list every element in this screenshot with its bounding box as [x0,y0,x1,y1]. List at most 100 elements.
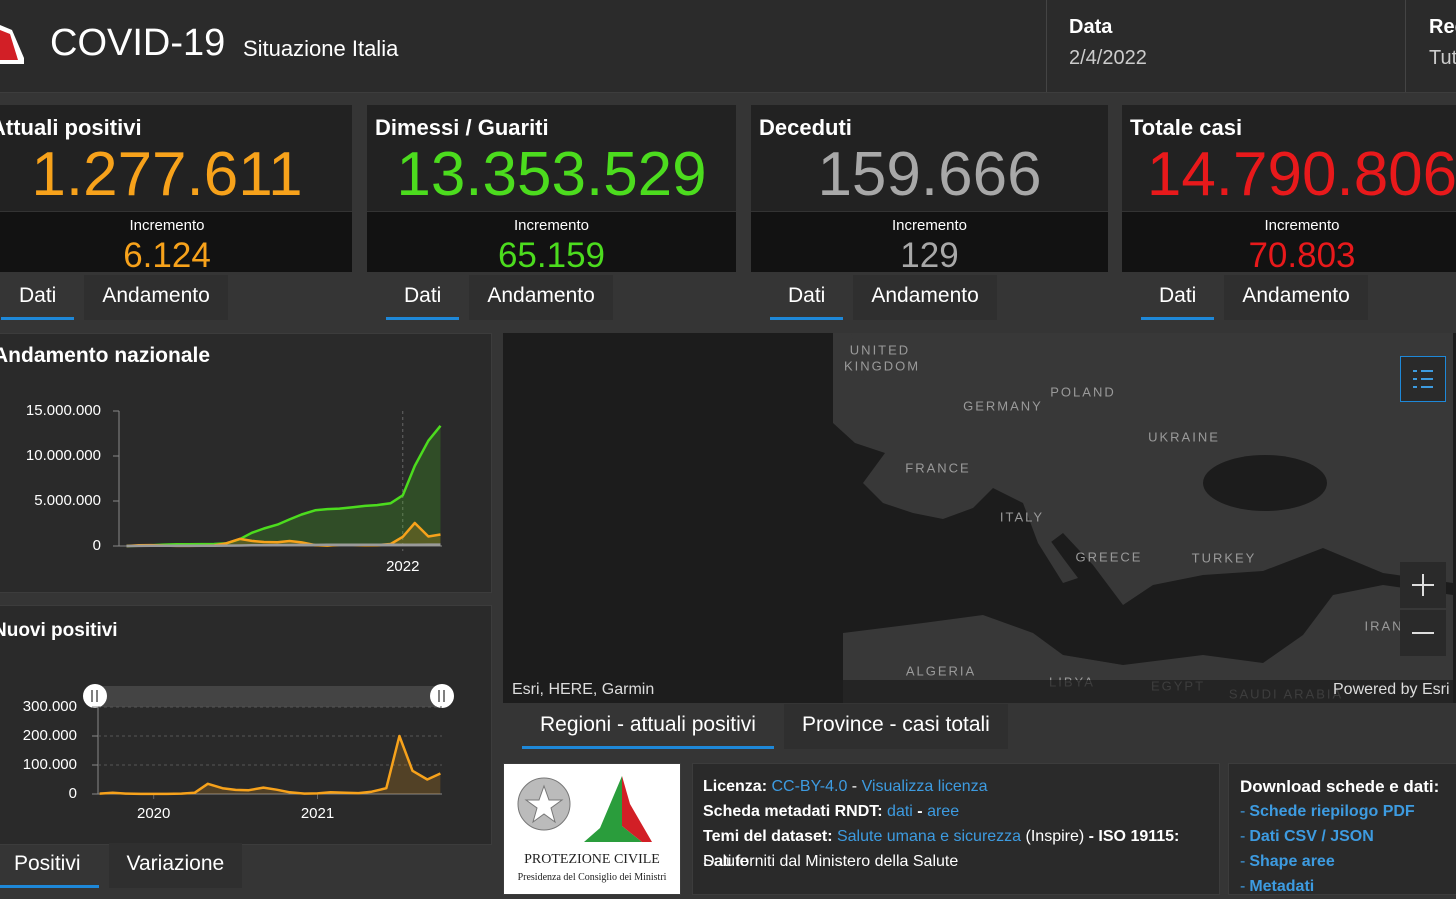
region-label: Regione [1429,16,1456,38]
chart: 0 100.000 200.000 300.000 2020 2021 [23,684,454,822]
info-line: Licenza: CC-BY-4.0 - Visualizza licenza [703,774,1213,799]
land [851,333,905,381]
app-subtitle: Situazione Italia [243,36,399,61]
info-plain: - [847,778,862,795]
increment-box: Incremento 70.803 [1122,211,1456,275]
area [99,736,441,794]
map[interactable]: UNITED KINGDOM POLAND GERMANY UKRAINE FRANCE I… [503,333,1456,703]
info-label: - [912,803,928,820]
area [126,425,441,546]
map-label: KINGDOM [844,358,920,373]
separator [1046,0,1047,92]
y-tick-label: 0 [69,785,77,802]
zoom-out[interactable] [1400,610,1446,656]
logo [0,25,24,64]
download-link[interactable]: Dati CSV / JSON [1249,828,1374,845]
date[interactable]: 2/4/2022 [1069,47,1147,69]
time-slider[interactable] [95,686,442,707]
tab[interactable]: Dati [386,275,460,320]
downloads-title: Download schede e dati: [1240,777,1440,796]
info-plain: (Inspire) [1021,828,1089,845]
increment-value: 70.803 [1248,236,1356,275]
tab[interactable]: Andamento [1224,275,1368,320]
card-title: Totale casi [1130,115,1243,140]
card-tabs: Dati Andamento [770,275,1007,320]
card-title: Dimessi / Guariti [375,115,549,140]
info-panel: Licenza: CC-BY-4.0 - Visualizza licenza S… [692,763,1220,895]
info-label: Licenza: [703,778,772,795]
chart-tabs: Positivi Variazione [0,843,252,888]
y-tick-label: 100.000 [23,756,77,773]
map-label: FRANCE [905,460,970,475]
download-item: - Metadati [1240,874,1315,895]
tab[interactable]: Positivi [0,843,99,888]
info-link[interactable]: Visualizza licenza [861,778,988,795]
land [1023,503,1078,583]
download-item: - Shape aree [1240,849,1335,874]
map-tabs: Regioni - attuali positivi Province - cas… [522,704,1018,749]
logo-image [517,776,652,842]
card-value: 1.277.611 [31,140,303,209]
card-title: Deceduti [759,115,852,140]
sea [1203,455,1327,511]
slider-handle[interactable] [430,684,454,708]
zoom-in[interactable] [1400,562,1446,608]
kpi-card: Deceduti 159.666 Incremento 129 [751,105,1108,275]
legend-button[interactable] [1400,356,1446,402]
slider-handle[interactable] [83,684,107,708]
tab[interactable]: Andamento [853,275,997,320]
tab[interactable]: Province - casi totali [783,704,1008,749]
list-icon [1413,370,1433,388]
info-label: - ISO 19115: [1088,828,1184,845]
logo-subtext: Presidenza del Consiglio dei Ministri [517,872,667,883]
logo-panel: PROTEZIONE CIVILE Presidenza del Consigl… [503,763,681,895]
tab[interactable]: Variazione [108,843,243,888]
download-link[interactable]: Schede riepilogo PDF [1249,803,1415,820]
tab[interactable]: Andamento [84,275,228,320]
increment-box: Incremento 6.124 [0,211,352,275]
increment-value: 129 [900,236,959,275]
chart: 0 5.000.000 10.000.000 15.000.000 2022 [26,402,442,575]
info-link[interactable]: Salute umana e sicurezza [836,828,1022,845]
region[interactable]: Tutte [1429,47,1456,69]
date-label: Data [1069,16,1113,38]
info-plain: Dati forniti dal Ministero della Salute [703,853,959,870]
card-value: 14.790.806 [1146,140,1456,209]
map-label: POLAND [1050,384,1115,399]
info-link[interactable]: aree [927,803,960,820]
chart-panel: Nuovi positivi 0 100.000 200.000 300.000 202… [0,605,492,845]
y-tick-label: 0 [93,537,101,554]
map-label: ITALY [1000,509,1044,524]
tab[interactable]: Andamento [469,275,613,320]
info-plain: Salute [703,853,749,870]
chart-panel: Andamento nazionale 0 5.000.000 10.000.000… [0,333,492,593]
tab[interactable]: Dati [1,275,75,320]
download-item: - Dati CSV / JSON [1240,824,1374,849]
tab[interactable]: Dati [1141,275,1215,320]
download-link[interactable]: Shape aree [1249,853,1335,870]
powered-by[interactable]: Powered by Esri [1333,681,1450,698]
bullet: - [1240,878,1246,895]
card-tabs: Dati Andamento [1141,275,1378,320]
map-label: UNITED [850,342,910,357]
line [99,734,441,796]
increment-label: Incremento [513,217,590,234]
map-label: IRAN [1364,618,1403,633]
download-panel: Download schede e dati: - Schede riepilogo… [1228,763,1456,895]
land [833,333,1453,605]
minus-icon [1412,632,1434,634]
attribution: Esri, HERE, Garmin [512,681,655,698]
card-tabs: Dati Andamento [386,275,623,320]
info-line: Dati forniti dal Ministero della Salute [703,849,1213,874]
bullet: - [1240,853,1246,870]
download-link[interactable]: Metadati [1249,878,1315,895]
info-link[interactable]: dati [887,803,913,820]
info-link[interactable]: CC-BY-4.0 [771,778,848,795]
tab[interactable]: Regioni - attuali positivi [522,704,774,749]
x-tick-label: 2022 [386,558,419,575]
tab[interactable]: Dati [770,275,844,320]
line [126,543,441,548]
